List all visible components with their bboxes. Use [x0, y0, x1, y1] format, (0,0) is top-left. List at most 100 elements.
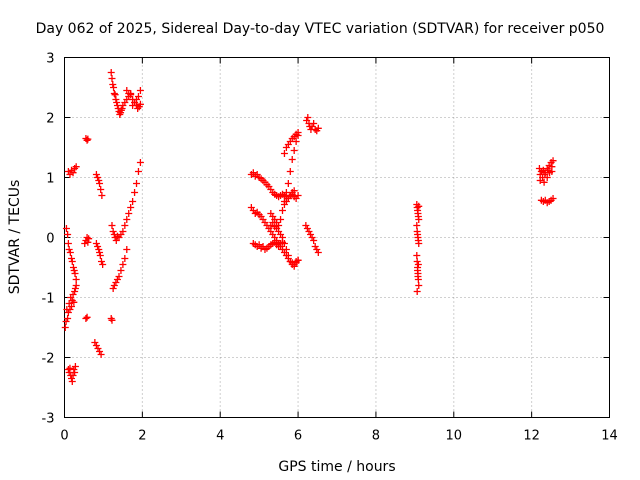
data-point — [290, 147, 298, 154]
data-point — [415, 216, 423, 223]
data-point — [66, 249, 74, 256]
data-point — [280, 150, 288, 157]
data-point — [70, 366, 78, 373]
data-point — [125, 210, 133, 217]
data-point — [71, 363, 79, 370]
data-point — [286, 168, 294, 175]
data-point — [94, 243, 102, 250]
data-point — [136, 159, 144, 166]
data-point — [69, 264, 77, 271]
data-point — [83, 313, 91, 321]
data-point — [415, 240, 423, 247]
x-tick-label: 4 — [216, 429, 224, 444]
data-point — [96, 249, 104, 256]
data-point — [84, 135, 92, 143]
data-point — [414, 267, 422, 274]
data-point — [127, 91, 135, 99]
data-point — [314, 124, 322, 132]
data-point — [72, 282, 80, 289]
data-point — [290, 262, 298, 270]
y-tick-label: -1 — [42, 292, 55, 307]
data-point — [413, 222, 421, 229]
data-point — [294, 256, 302, 264]
data-point — [64, 240, 72, 247]
data-point — [108, 75, 116, 82]
x-tick-label: 8 — [372, 429, 380, 444]
data-point — [310, 120, 318, 127]
data-point — [96, 252, 104, 259]
data-point — [71, 288, 79, 295]
data-point — [70, 267, 78, 274]
data-point — [121, 222, 129, 229]
data-point — [109, 228, 117, 235]
data-point — [249, 169, 257, 177]
data-point — [279, 234, 286, 241]
x-tick-labels: 0 2 4 6 8 10 12 14 — [60, 429, 617, 444]
data-point — [415, 202, 423, 210]
data-point — [109, 81, 117, 88]
data-point — [288, 156, 296, 163]
data-point — [127, 204, 135, 211]
data-point — [413, 258, 421, 265]
data-point — [314, 249, 322, 256]
data-point — [84, 238, 92, 246]
data-point — [292, 138, 300, 145]
y-tick-labels: -3 -2 -1 0 1 2 3 — [42, 52, 55, 427]
data-point — [92, 342, 100, 349]
data-point — [134, 168, 142, 175]
data-point — [123, 246, 131, 253]
data-point — [110, 84, 118, 91]
data-point — [82, 315, 90, 322]
data-point — [64, 231, 72, 238]
data-point — [304, 114, 312, 121]
data-point — [544, 166, 552, 174]
data-point — [108, 222, 116, 229]
data-point — [269, 219, 277, 226]
data-point — [107, 315, 115, 322]
data-point — [68, 378, 76, 385]
data-point — [414, 273, 422, 280]
data-point — [83, 234, 91, 241]
data-point — [64, 315, 72, 322]
data-point — [64, 168, 72, 175]
data-point — [66, 306, 74, 313]
x-tick-label: 14 — [601, 429, 618, 444]
data-point — [96, 180, 104, 187]
data-point — [549, 195, 557, 202]
x-tick-label: 10 — [446, 429, 463, 444]
data-point — [131, 189, 139, 196]
data-point — [98, 192, 106, 199]
data-point — [95, 246, 103, 253]
data-point — [119, 228, 127, 235]
data-point — [280, 240, 288, 247]
data-point — [68, 258, 76, 265]
data-point — [548, 163, 556, 171]
data-point — [113, 276, 121, 283]
data-point — [66, 364, 74, 372]
data-point — [109, 285, 117, 292]
y-tick-label: 2 — [46, 112, 54, 127]
data-point — [70, 298, 78, 306]
data-point — [68, 303, 76, 310]
x-tick-label: 6 — [294, 429, 302, 444]
data-point — [62, 225, 70, 232]
data-point — [308, 234, 316, 241]
data-point — [310, 237, 318, 244]
data-point — [536, 171, 544, 178]
y-tick-label: 3 — [46, 52, 54, 67]
data-point — [414, 261, 422, 268]
data-point — [96, 348, 104, 355]
data-point — [68, 255, 76, 262]
y-axis-label: SDTVAR / TECUs — [7, 180, 23, 295]
data-point — [111, 91, 119, 99]
data-point — [294, 192, 302, 199]
y-tick-label: 0 — [46, 232, 54, 247]
data-point — [92, 171, 100, 178]
data-point — [69, 291, 77, 298]
data-point — [121, 255, 129, 262]
x-tick-label: 0 — [60, 429, 68, 444]
x-tick-label: 12 — [523, 429, 540, 444]
data-point — [92, 240, 100, 247]
data-point — [284, 252, 292, 259]
data-point — [413, 252, 421, 259]
